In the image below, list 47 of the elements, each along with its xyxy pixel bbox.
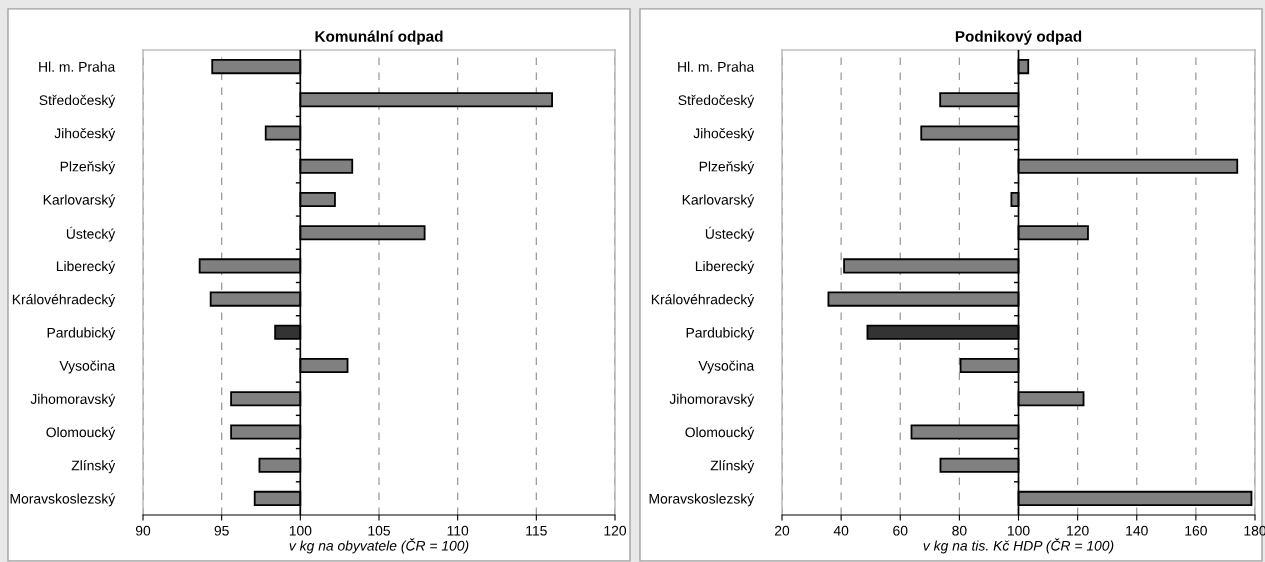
x-tick-label: 120 — [604, 525, 627, 536]
x-axis-title: v kg na tis. Kč HDP (ČR = 100) — [923, 538, 1114, 554]
y-tick-label: Pardubický — [47, 327, 116, 341]
y-tick-label: Vysočina — [59, 360, 116, 374]
y-tick-label: Ústecký — [705, 226, 755, 242]
chart-title: Podnikový odpad — [955, 30, 1082, 45]
y-tick-label: Zlínský — [71, 460, 116, 474]
x-axis-title: v kg na obyvatele (ČR = 100) — [289, 538, 469, 554]
y-tick-label: Středočeský — [39, 94, 116, 108]
y-tick-label: Vysočina — [698, 360, 755, 374]
chart-title: Komunální odpad — [315, 30, 443, 45]
y-tick-label: Plzeňský — [60, 161, 116, 175]
x-tick-label: 20 — [774, 525, 790, 536]
y-tick-label: Pardubický — [686, 327, 755, 341]
y-tick-label: Moravskoslezský — [649, 493, 755, 507]
y-tick-label: Jihomoravský — [669, 393, 755, 407]
x-tick-label: 90 — [135, 525, 151, 536]
y-tick-label: Jihomoravský — [30, 393, 116, 407]
x-tick-label: 115 — [526, 525, 547, 536]
y-tick-label: Hl. m. Praha — [39, 61, 116, 72]
y-tick-label: Středočeský — [678, 94, 755, 108]
y-tick-label: Ústecký — [66, 226, 116, 242]
x-tick-label: 120 — [1067, 525, 1089, 536]
x-tick-label: 100 — [1007, 525, 1030, 536]
y-tick-label: Karlovarský — [43, 194, 116, 208]
x-tick-label: 105 — [368, 525, 391, 536]
y-tick-label: Karlovarský — [682, 194, 755, 208]
y-tick-label: Královéhradecký — [651, 293, 755, 308]
y-tick-label: Olomoucký — [685, 426, 755, 440]
y-tick-label: Moravskoslezský — [10, 493, 116, 507]
y-tick-label: Plzeňský — [699, 161, 755, 175]
x-tick-label: 80 — [952, 525, 967, 536]
x-tick-label: 110 — [447, 525, 469, 536]
x-tick-label: 160 — [1185, 525, 1207, 536]
x-tick-label: 60 — [893, 525, 908, 536]
y-tick-label: Olomoucký — [46, 426, 116, 440]
x-tick-label: 140 — [1126, 525, 1148, 536]
y-tick-label: Zlínský — [710, 460, 755, 474]
y-tick-label: Liberecký — [56, 260, 116, 274]
y-tick-label: Hl. m. Praha — [678, 61, 755, 72]
y-tick-label: Jihočeský — [54, 127, 116, 142]
y-tick-label: Jihočeský — [693, 127, 755, 142]
y-tick-label: Královéhradecký — [12, 293, 116, 308]
x-tick-label: 100 — [289, 525, 312, 536]
x-tick-label: 40 — [833, 525, 849, 536]
y-tick-label: Liberecký — [695, 260, 755, 274]
x-tick-label: 95 — [214, 525, 229, 536]
